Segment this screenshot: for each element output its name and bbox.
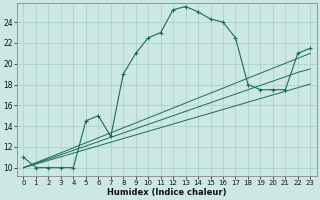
X-axis label: Humidex (Indice chaleur): Humidex (Indice chaleur) [107, 188, 227, 197]
